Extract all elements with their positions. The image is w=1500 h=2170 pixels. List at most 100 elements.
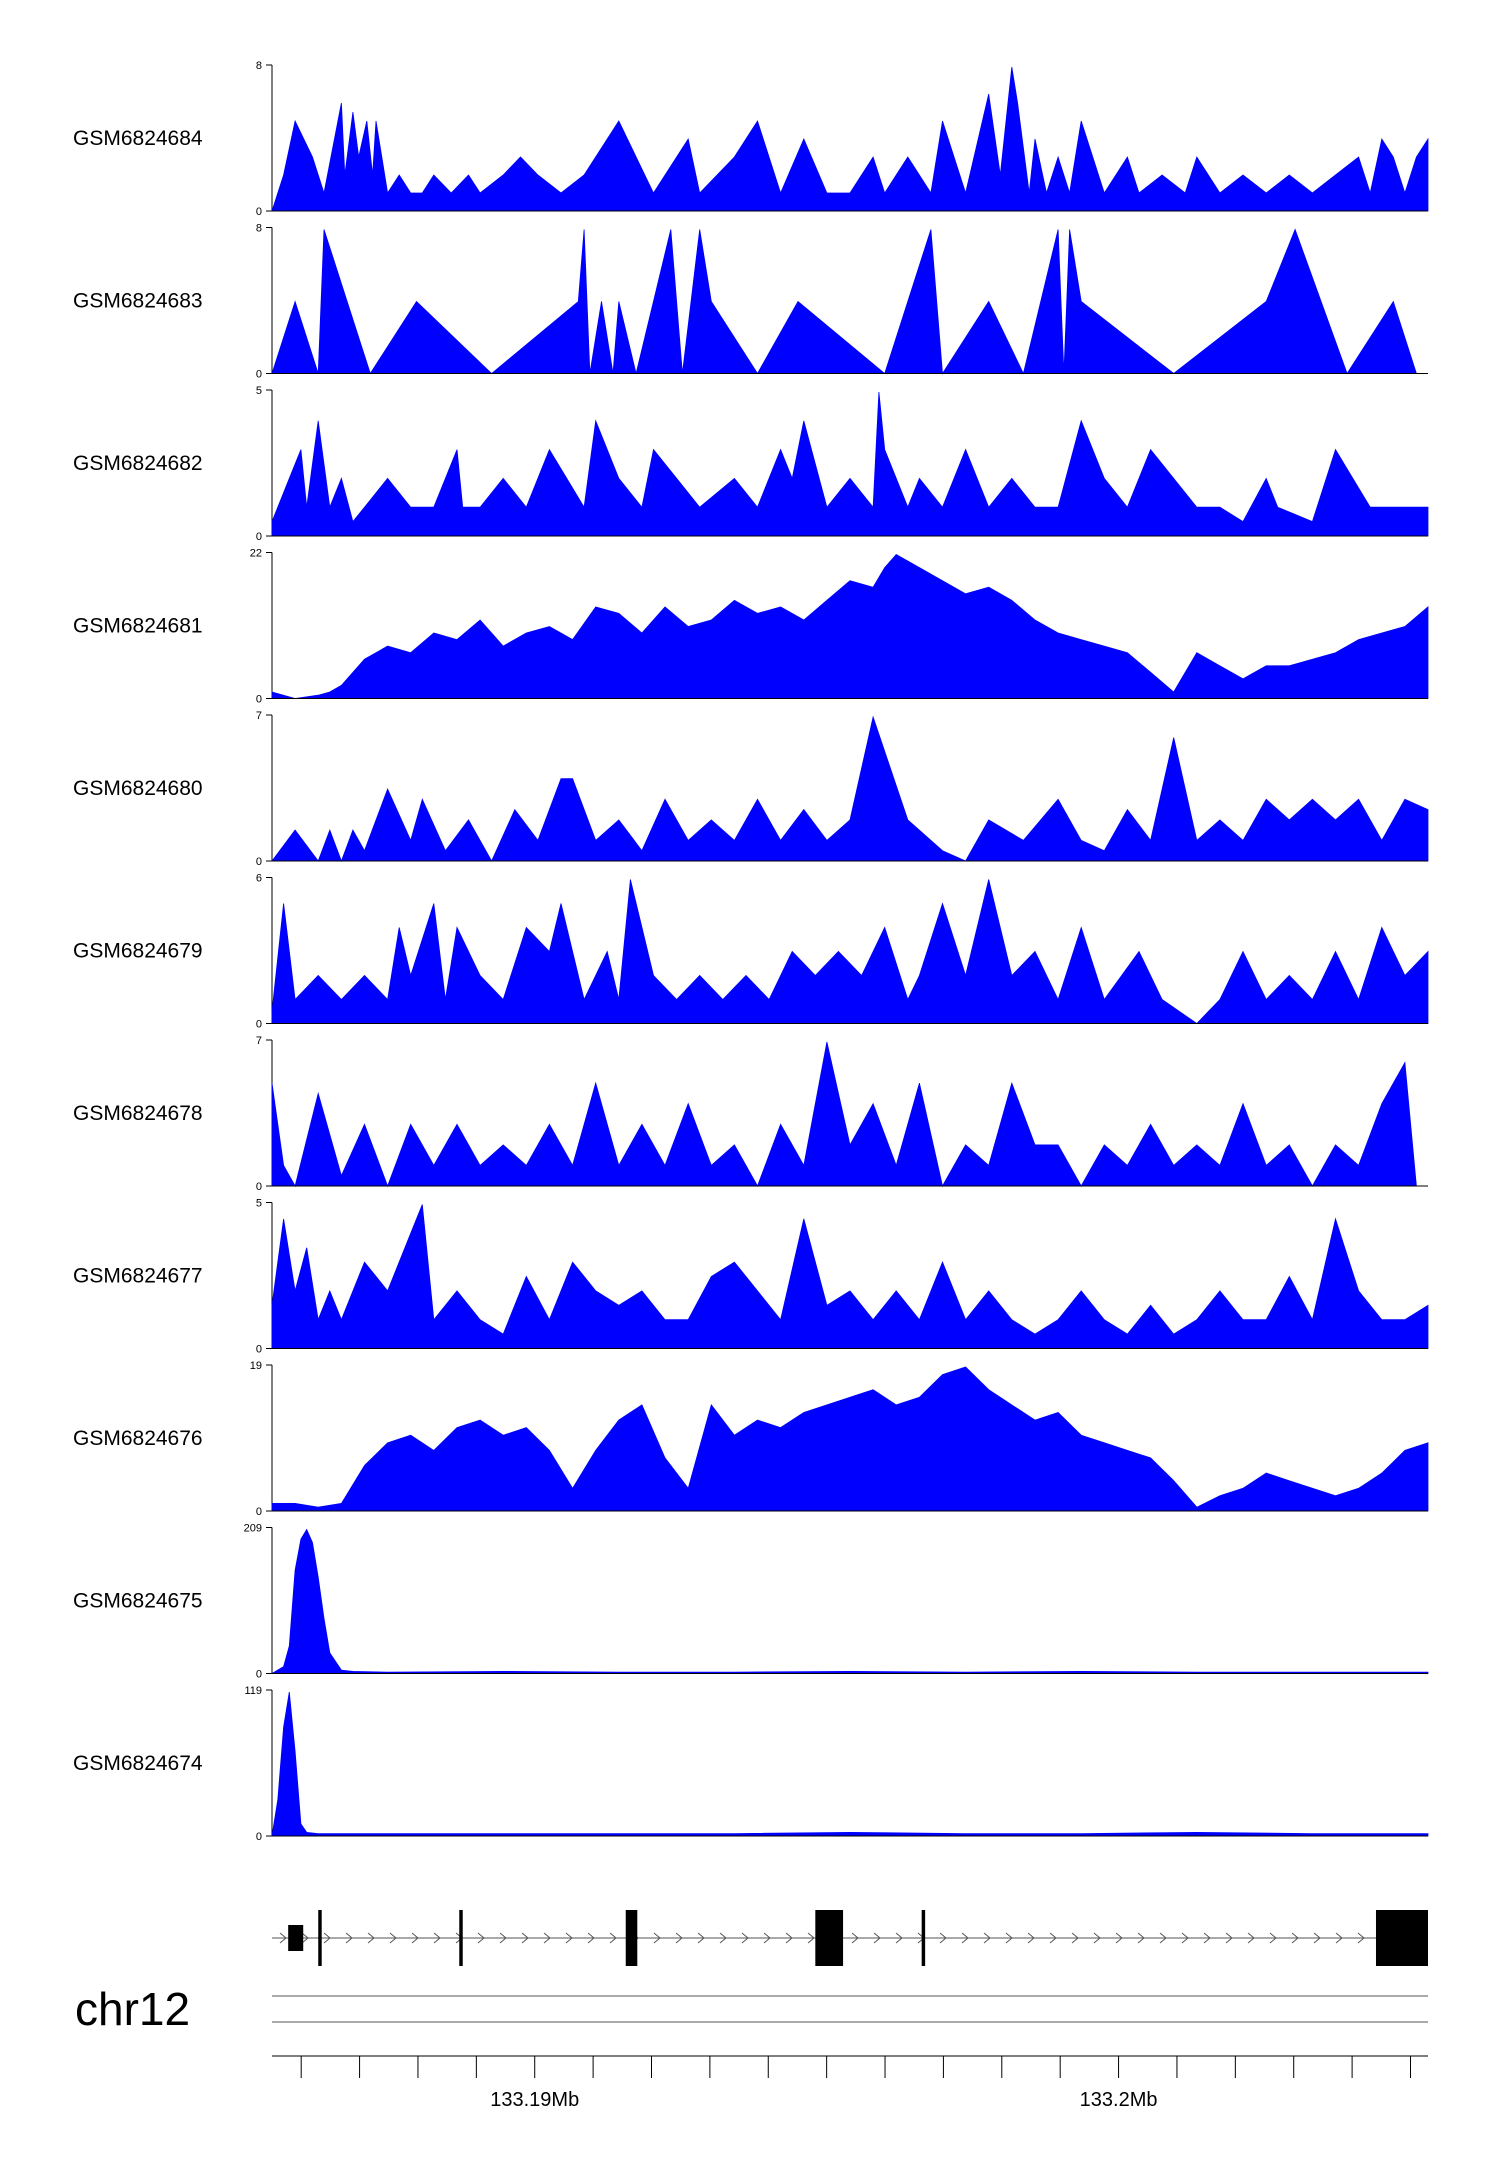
strand-arrow: [1313, 1932, 1321, 1944]
exon: [921, 1910, 926, 1966]
track-label: GSM6824681: [73, 615, 203, 638]
strand-arrow: [1115, 1932, 1123, 1944]
strand-arrow: [873, 1932, 881, 1944]
strand-arrow: [939, 1932, 947, 1944]
track-label: GSM6824677: [73, 1265, 203, 1288]
exon: [625, 1910, 638, 1966]
y-max-label: 22: [250, 548, 262, 560]
coverage-area: [271, 879, 1429, 1025]
track-GSM6824681: GSM6824681 22 0: [73, 548, 1429, 706]
strand-arrow: [565, 1932, 573, 1944]
strand-arrow: [389, 1932, 397, 1944]
y-max-label: 7: [256, 1035, 262, 1047]
track-GSM6824682: GSM6824682 5 0: [73, 385, 1429, 543]
strand-arrow: [1159, 1932, 1167, 1944]
strand-arrow: [895, 1932, 903, 1944]
y-max-label: 209: [244, 1523, 262, 1535]
y-min-label: 0: [256, 1669, 262, 1681]
track-GSM6824680: GSM6824680 7 0: [73, 710, 1429, 868]
coverage-area: [271, 228, 1417, 375]
y-min-label: 0: [256, 369, 262, 381]
strand-arrow: [543, 1932, 551, 1944]
y-min-label: 0: [256, 856, 262, 868]
strand-arrow: [301, 1932, 309, 1944]
coverage-area: [271, 715, 1429, 863]
strand-arrow: [653, 1932, 661, 1944]
strand-arrow: [1049, 1932, 1057, 1944]
y-min-label: 0: [256, 1181, 262, 1193]
track-GSM6824676: GSM6824676 19 0: [73, 1360, 1429, 1518]
exon: [459, 1910, 463, 1966]
coverage-area: [271, 1204, 1429, 1349]
x-tick-label: 133.19Mb: [490, 2089, 579, 2111]
y-min-label: 0: [256, 531, 262, 543]
y-max-label: 8: [256, 223, 262, 235]
y-max-label: 8: [256, 60, 262, 72]
track-label: GSM6824683: [73, 290, 203, 313]
strand-arrow: [411, 1932, 419, 1944]
coverage-area: [270, 1528, 1429, 1674]
track-GSM6824677: GSM6824677 5 0: [73, 1198, 1429, 1356]
strand-arrow: [1291, 1932, 1299, 1944]
track-label: GSM6824676: [73, 1427, 203, 1450]
strand-arrow: [1071, 1932, 1079, 1944]
strand-arrow: [345, 1932, 353, 1944]
y-max-label: 5: [256, 1198, 262, 1210]
y-min-label: 0: [256, 694, 262, 706]
strand-arrow: [1335, 1932, 1343, 1944]
track-GSM6824679: GSM6824679 6 0: [73, 873, 1429, 1031]
coverage-area: [271, 66, 1429, 212]
strand-arrow: [1269, 1932, 1277, 1944]
strand-arrow: [1137, 1932, 1145, 1944]
track-GSM6824675: GSM6824675 209 0: [73, 1523, 1429, 1681]
strand-arrow: [961, 1932, 969, 1944]
strand-arrow: [1225, 1932, 1233, 1944]
track-label: GSM6824679: [73, 940, 203, 963]
exon: [318, 1910, 322, 1966]
track-label: GSM6824684: [73, 127, 203, 150]
y-max-label: 7: [256, 710, 262, 722]
strand-arrow: [741, 1932, 749, 1944]
strand-arrow: [1181, 1932, 1189, 1944]
strand-arrow: [499, 1932, 507, 1944]
exon: [1375, 1910, 1428, 1966]
track-label: GSM6824678: [73, 1102, 203, 1125]
exon: [815, 1910, 844, 1966]
genomic-axis: 133.19Mb 133.2Mb: [272, 1995, 1428, 2111]
track-GSM6824683: GSM6824683 8 0: [73, 223, 1428, 381]
track-label: GSM6824675: [73, 1590, 203, 1613]
track-label: GSM6824682: [73, 452, 203, 475]
coverage-area: [271, 391, 1429, 537]
strand-arrow: [1247, 1932, 1255, 1944]
strand-arrow: [851, 1932, 859, 1944]
track-GSM6824678: GSM6824678 7 0: [73, 1035, 1428, 1193]
strand-arrow: [1005, 1932, 1013, 1944]
chromosome-label: chr12: [75, 1983, 190, 2035]
strand-arrow: [785, 1932, 793, 1944]
y-min-label: 0: [256, 1019, 262, 1031]
gene-model-track: [272, 1910, 1428, 1966]
coverage-area: [271, 1366, 1429, 1512]
strand-arrow: [1203, 1932, 1211, 1944]
strand-arrow: [719, 1932, 727, 1944]
exon: [288, 1925, 304, 1951]
y-min-label: 0: [256, 1344, 262, 1356]
strand-arrow: [587, 1932, 595, 1944]
strand-arrow: [807, 1932, 815, 1944]
coverage-area: [271, 1041, 1417, 1188]
track-GSM6824674: GSM6824674 119 0: [73, 1685, 1429, 1843]
coverage-tracks: GSM682468480GSM682468380GSM682468250GSM6…: [73, 60, 1429, 1843]
strand-arrow: [521, 1932, 529, 1944]
y-max-label: 6: [256, 873, 262, 885]
strand-arrow: [983, 1932, 991, 1944]
track-GSM6824684: GSM6824684 8 0: [73, 60, 1429, 218]
y-max-label: 19: [250, 1360, 262, 1372]
strand-arrow: [1093, 1932, 1101, 1944]
coverage-area: [271, 553, 1429, 699]
strand-arrow: [323, 1932, 331, 1944]
y-min-label: 0: [256, 1831, 262, 1843]
y-min-label: 0: [256, 206, 262, 218]
strand-arrow: [675, 1932, 683, 1944]
y-max-label: 5: [256, 385, 262, 397]
